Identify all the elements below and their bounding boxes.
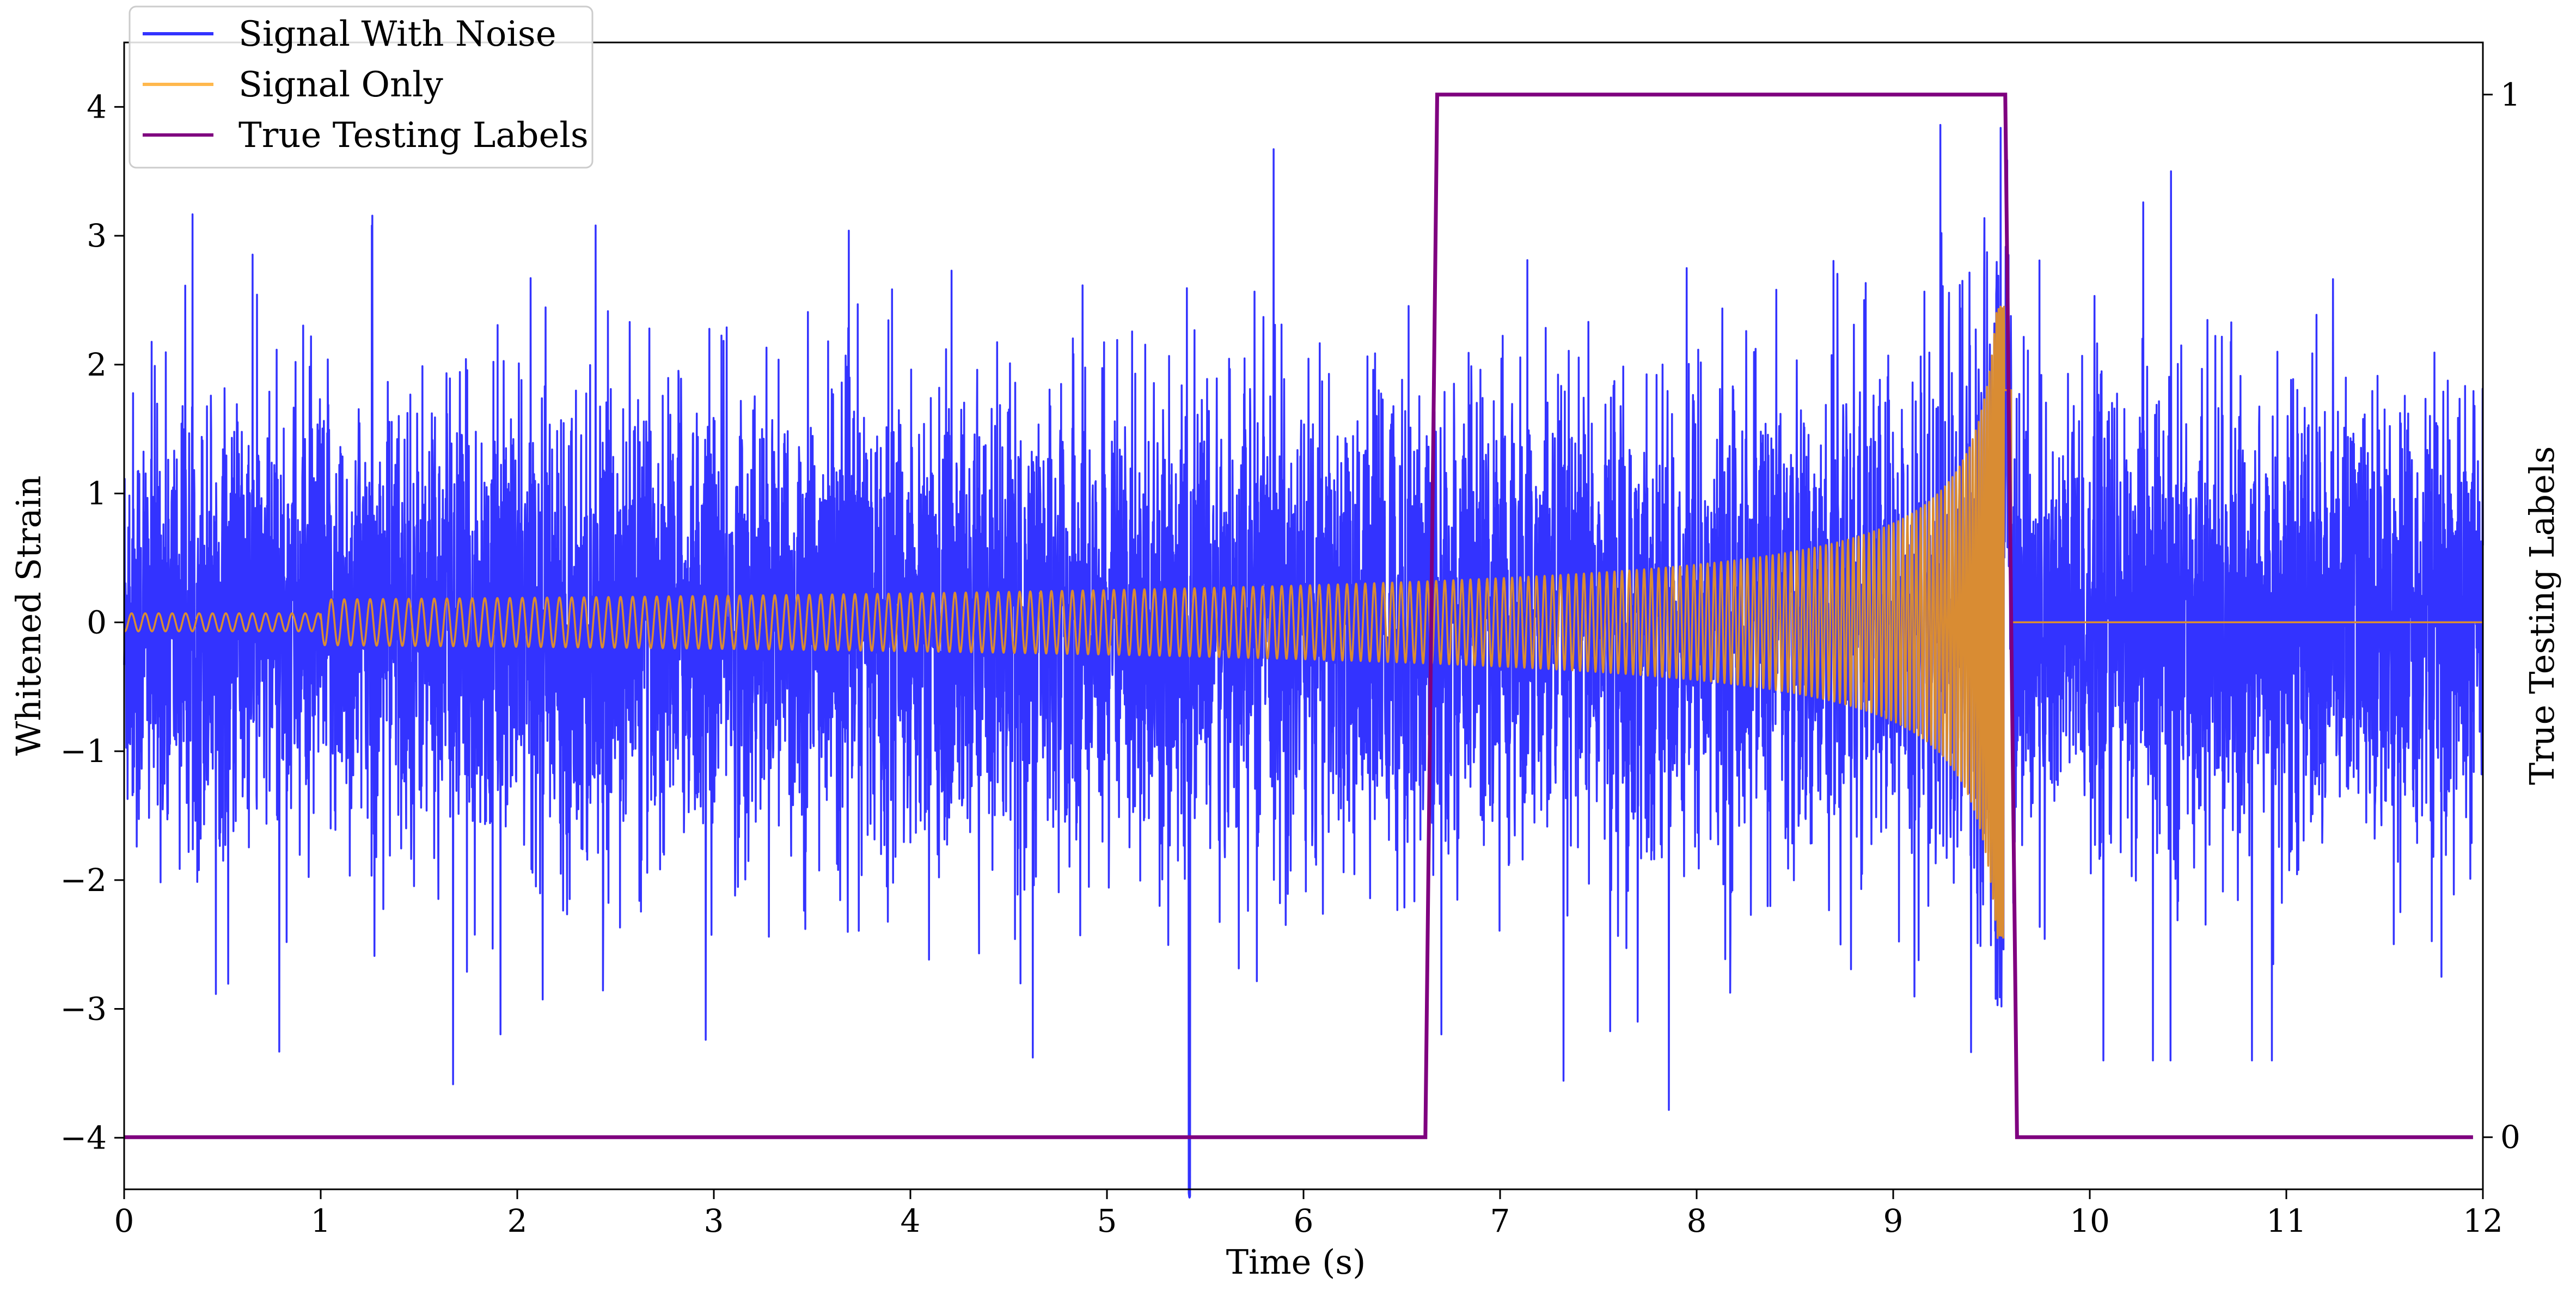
y-tick-label: 3 bbox=[87, 217, 107, 254]
y-tick-label: −2 bbox=[60, 862, 107, 899]
y-axis-label: Whitened Strain bbox=[9, 476, 48, 756]
legend-box bbox=[129, 5, 593, 169]
y-axis-left: −4 −3 −2 −1 0 1 2 3 4 bbox=[60, 88, 124, 1156]
y-tick-label: 0 bbox=[87, 604, 107, 641]
x-tick-label: 1 bbox=[311, 1202, 331, 1239]
series-signal-only bbox=[123, 305, 2484, 939]
y-tick-label: 4 bbox=[87, 88, 107, 125]
x-tick-label: 4 bbox=[901, 1202, 921, 1239]
y-tick-label: −3 bbox=[60, 991, 107, 1028]
plot-area bbox=[123, 93, 2484, 1199]
y-tick-label: 1 bbox=[87, 475, 107, 512]
legend: Signal With Noise Signal Only True Testi… bbox=[129, 5, 593, 169]
y-tick-label: −4 bbox=[60, 1119, 107, 1156]
y-tick-label: −1 bbox=[60, 733, 107, 770]
x-tick-label: 6 bbox=[1294, 1202, 1314, 1239]
x-tick-label: 2 bbox=[507, 1202, 528, 1239]
y-tick-label: 2 bbox=[87, 346, 107, 383]
legend-entry-signal-with-noise: Signal With Noise bbox=[238, 14, 556, 54]
x-tick-label: 10 bbox=[2070, 1202, 2110, 1239]
x-axis-label: Time (s) bbox=[1226, 1242, 1366, 1282]
x-tick-label: 8 bbox=[1687, 1202, 1707, 1239]
x-axis: 0 1 2 3 4 5 6 7 8 9 10 11 12 bbox=[114, 1189, 2503, 1239]
y2-tick-label: 1 bbox=[2500, 76, 2520, 113]
series-signal-with-noise bbox=[123, 124, 2484, 1199]
x-tick-label: 11 bbox=[2266, 1202, 2306, 1239]
y2-axis-label: True Testing Labels bbox=[2522, 446, 2562, 785]
x-tick-label: 3 bbox=[704, 1202, 724, 1239]
x-tick-label: 5 bbox=[1097, 1202, 1117, 1239]
y-axis-right: 01 bbox=[2483, 76, 2520, 1156]
x-tick-label: 12 bbox=[2463, 1202, 2503, 1239]
x-tick-label: 7 bbox=[1490, 1202, 1510, 1239]
x-tick-label: 0 bbox=[114, 1202, 134, 1239]
y2-tick-label: 0 bbox=[2500, 1119, 2520, 1156]
legend-entry-signal-only: Signal Only bbox=[238, 65, 443, 105]
series-true-testing-labels bbox=[124, 93, 2473, 1139]
legend-entry-true-testing-labels: True Testing Labels bbox=[238, 115, 589, 156]
x-tick-label: 9 bbox=[1883, 1202, 1904, 1239]
